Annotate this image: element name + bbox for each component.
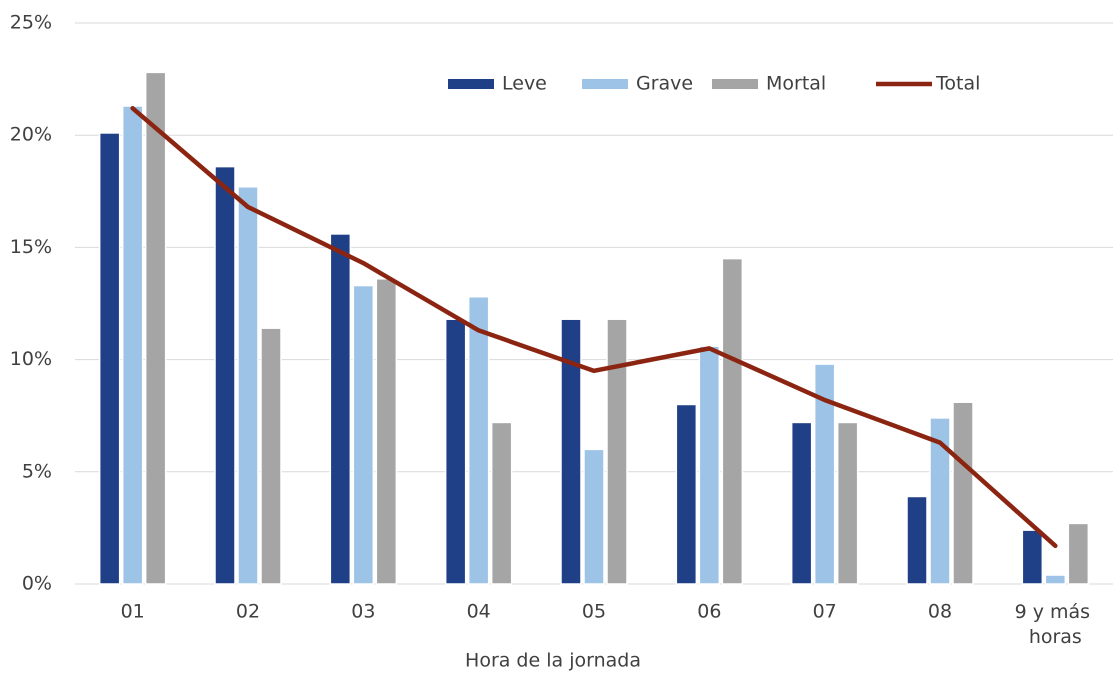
bar — [721, 257, 744, 585]
x-axis-title: Hora de la jornada — [465, 650, 641, 672]
bar — [952, 401, 974, 585]
bar — [790, 421, 813, 585]
bar — [444, 318, 467, 585]
bar — [375, 278, 398, 585]
bar — [675, 403, 698, 585]
bar — [836, 421, 859, 585]
y-tick-label: 0% — [22, 573, 52, 595]
bar — [929, 417, 951, 585]
legend-label: Grave — [636, 73, 693, 95]
legend-label: Mortal — [766, 73, 826, 95]
x-tick-label: 01 — [121, 601, 145, 623]
x-tick-label: 06 — [697, 601, 721, 623]
x-tick-label: 03 — [351, 601, 375, 623]
y-tick-label: 10% — [10, 348, 52, 370]
bar — [606, 318, 628, 585]
bar — [490, 421, 513, 585]
bar — [98, 132, 121, 585]
bar — [144, 71, 167, 585]
x-tick-label: 08 — [928, 601, 952, 623]
bar — [467, 296, 490, 585]
bar — [260, 327, 282, 585]
y-tick-label: 15% — [10, 236, 52, 258]
x-tick-label: 05 — [582, 601, 606, 623]
bar — [813, 363, 836, 585]
y-tick-label: 5% — [22, 460, 52, 482]
legend-label: Leve — [502, 73, 547, 95]
y-tick-label: 25% — [10, 12, 52, 34]
bar — [1044, 574, 1067, 585]
x-tick-label: 07 — [813, 601, 837, 623]
y-tick-label: 20% — [10, 124, 52, 146]
bar — [583, 448, 605, 585]
legend-swatch — [712, 79, 758, 89]
x-tick-label: 02 — [236, 601, 260, 623]
bar — [698, 345, 721, 585]
bar — [1021, 529, 1044, 585]
bar — [214, 165, 236, 585]
line — [130, 106, 1058, 549]
bar — [121, 105, 144, 585]
bar — [906, 495, 928, 585]
x-tick-label: 04 — [467, 601, 491, 623]
bar — [329, 233, 352, 585]
bar — [560, 318, 582, 585]
legend-swatch — [448, 79, 494, 89]
bar — [1067, 522, 1090, 585]
legend-swatch — [582, 79, 628, 89]
legend-label: Total — [935, 73, 980, 95]
bar — [352, 284, 375, 585]
bar — [237, 186, 259, 585]
x-tick-label: 9 y más horas — [1015, 601, 1097, 648]
